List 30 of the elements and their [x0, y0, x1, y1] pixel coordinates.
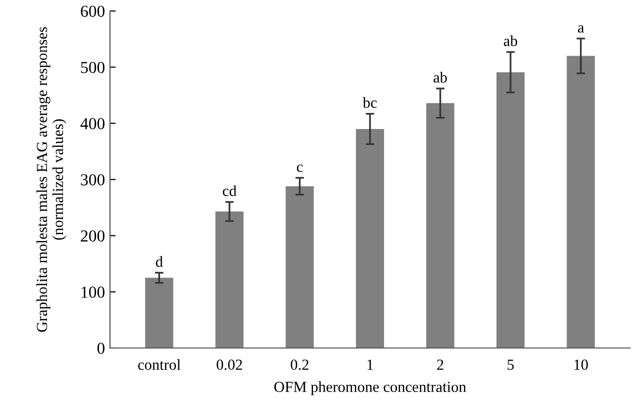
bar	[496, 72, 525, 348]
bar	[286, 186, 314, 348]
annotation: a	[578, 25, 584, 33]
x-tick-label: 10	[574, 360, 588, 370]
x-tick-label: 1	[368, 360, 373, 370]
x-tick-label: 0.2	[290, 360, 308, 370]
y-tick-label: 600	[80, 6, 105, 17]
bar	[356, 128, 384, 348]
bar	[426, 103, 454, 348]
x-tick-label: control	[138, 359, 181, 370]
annotation: bc	[362, 97, 377, 108]
x-tick-label: 0.02	[216, 360, 242, 370]
bar	[215, 212, 244, 348]
bar	[145, 278, 174, 348]
x-tick-label: 2	[437, 360, 444, 370]
y-tick-label: 100	[82, 286, 105, 298]
y-tick-label: 300	[80, 174, 105, 186]
annotation: c	[296, 164, 303, 172]
annotation: d	[156, 256, 163, 267]
annotation: ab	[434, 72, 447, 83]
annotation: cd	[222, 185, 236, 196]
bar	[566, 56, 595, 348]
y-tick-label: 0	[97, 342, 105, 354]
x-tick-label: 5	[508, 360, 514, 370]
annotation: ab	[504, 35, 518, 46]
y-tick-label: 500	[81, 62, 105, 74]
x-axis-title: OFM pheromone concentration	[274, 381, 466, 396]
y-tick-label: 400	[80, 118, 105, 130]
y-tick-label: 200	[80, 230, 105, 242]
y-axis-title: Grapholita molesta males EAG average responses (normalized values)	[36, 27, 66, 332]
